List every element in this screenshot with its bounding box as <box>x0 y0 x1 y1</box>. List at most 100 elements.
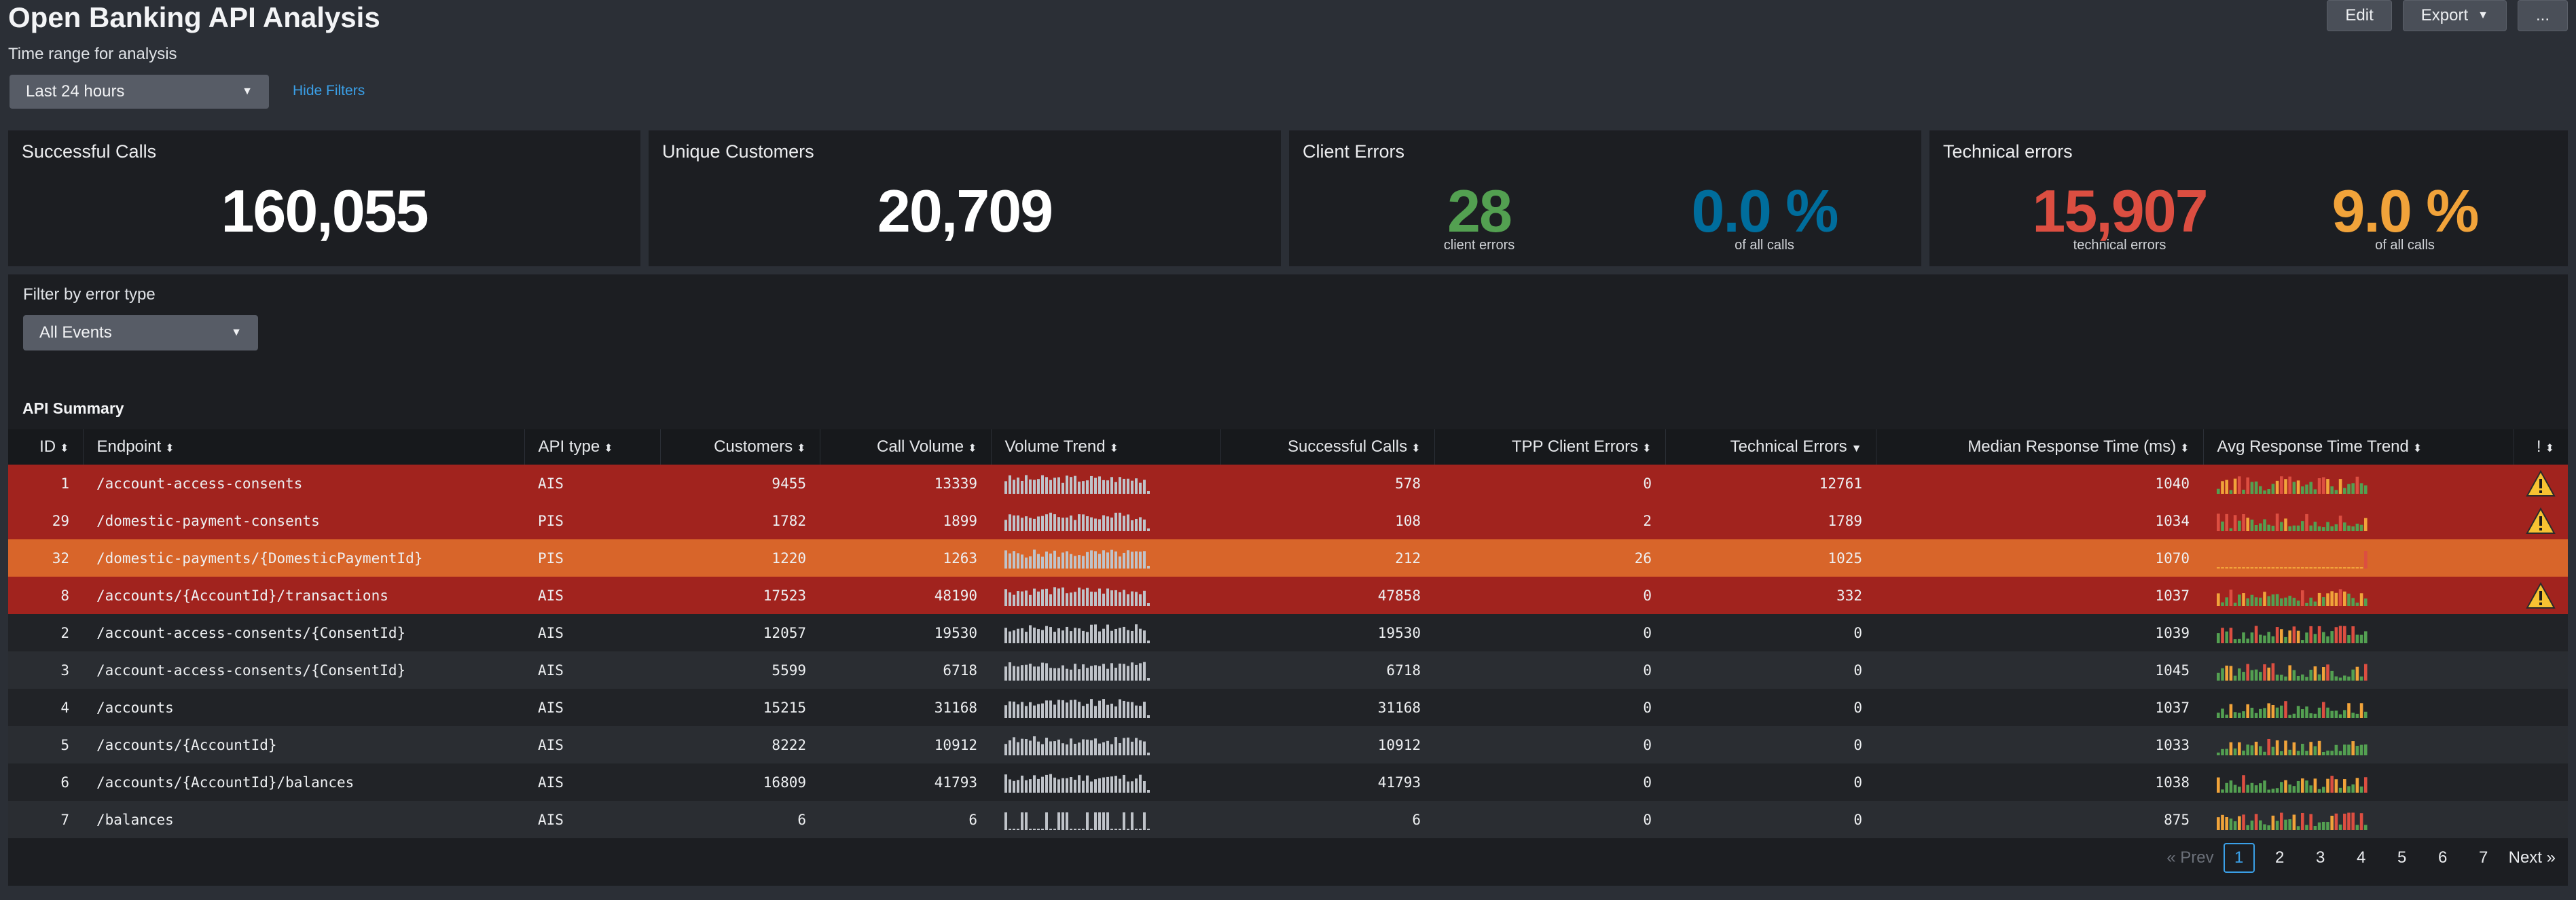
cell-median: 1037 <box>1876 689 2203 726</box>
column-header-7[interactable]: TPP Client Errors ⬍ <box>1434 429 1665 465</box>
page-5-button[interactable]: 5 <box>2397 848 2407 867</box>
column-header-3[interactable]: Customers ⬍ <box>659 429 820 465</box>
sparkline-bar <box>2309 525 2312 531</box>
more-button[interactable]: ... <box>2517 0 2568 31</box>
sparkline-bar <box>1004 480 1007 494</box>
table-row[interactable]: 1/account-access-consents AIS 9455 13339 578… <box>8 465 2568 502</box>
table-row[interactable]: 6/accounts/{AccountId}/balances AIS 16809 4… <box>8 763 2568 801</box>
cell-volume-trend <box>991 763 1220 801</box>
caret-down-icon: ▼ <box>242 86 253 97</box>
sparkline-bar <box>1070 738 1072 755</box>
sparkline-bar <box>2351 712 2355 718</box>
page-1-button[interactable]: 1 <box>2223 843 2255 873</box>
sparkline-bar <box>1004 704 1007 718</box>
sparkline-bar <box>1127 737 1129 755</box>
sparkline-bar <box>2225 714 2228 718</box>
column-header-5[interactable]: Volume Trend ⬍ <box>990 429 1220 465</box>
sparkline-bar <box>2217 566 2220 569</box>
sparkline-bar <box>2275 480 2279 494</box>
sparkline-bar <box>1131 591 1133 606</box>
sparkline-bar <box>1098 475 1101 494</box>
sparkline-bar <box>1127 594 1129 606</box>
hide-filters-link[interactable]: Hide Filters <box>293 83 365 98</box>
sparkline-bar <box>1090 624 1093 643</box>
next-page-button[interactable]: Next » <box>2508 848 2556 867</box>
sparkline-bar <box>1004 627 1007 643</box>
cell-type: AIS <box>524 689 660 726</box>
sparkline-bar <box>1074 520 1076 531</box>
cell-id: 4 <box>8 689 83 726</box>
column-header-4[interactable]: Call Volume ⬍ <box>819 429 991 465</box>
sparkline-bar <box>1045 662 1048 681</box>
column-header-11[interactable]: ! ⬍ <box>2513 429 2568 465</box>
edit-button[interactable]: Edit <box>2327 0 2392 31</box>
sparkline-bar <box>2221 749 2224 755</box>
column-header-10[interactable]: Avg Response Time Trend ⬍ <box>2202 429 2514 465</box>
column-header-0[interactable]: ID ⬍ <box>8 429 83 465</box>
sparkline-bar <box>1057 739 1060 755</box>
sparkline-bar <box>1029 594 1032 606</box>
export-button[interactable]: Export ▼ <box>2402 0 2507 31</box>
sparkline-bar <box>1062 665 1064 681</box>
cell-type: AIS <box>524 651 660 689</box>
cell-endpoint: /balances <box>83 801 524 838</box>
sparkline-bar <box>1147 602 1150 606</box>
sparkline-bar <box>1123 774 1125 793</box>
sparkline-bar <box>2250 482 2254 494</box>
error-type-select[interactable]: All Events ▼ <box>23 315 258 350</box>
sparkline-bar <box>2343 778 2346 793</box>
sparkline-bar <box>1074 699 1076 718</box>
time-range-select[interactable]: Last 24 hours ▼ <box>10 75 269 109</box>
column-header-1[interactable]: Endpoint ⬍ <box>82 429 524 465</box>
sparkline-bar <box>1078 628 1081 643</box>
sparkline-bar <box>1139 551 1142 569</box>
table-row[interactable]: 4/accounts AIS 15215 31168 31168 0 0 1037 <box>8 689 2568 726</box>
sparkline-bar <box>1098 812 1101 830</box>
page-3-button[interactable]: 3 <box>2315 848 2325 867</box>
sparkline-bar <box>2233 748 2237 755</box>
cell-technical: 0 <box>1665 614 1876 651</box>
sparkline-bar <box>1029 778 1032 793</box>
table-row[interactable]: 29/domestic-payment-consents PIS 1782 1899 1… <box>8 502 2568 539</box>
sparkline-bar <box>1139 705 1142 718</box>
column-header-label: ! <box>2536 437 2541 456</box>
column-header-6[interactable]: Successful Calls ⬍ <box>1220 429 1434 465</box>
sparkline-bar <box>1114 628 1117 643</box>
page-7-button[interactable]: 7 <box>2478 848 2488 867</box>
page-2-button[interactable]: 2 <box>2274 848 2285 867</box>
cell-endpoint: /account-access-consents <box>83 465 524 502</box>
sparkline-bar <box>1053 550 1056 569</box>
cell-alert <box>2514 502 2568 539</box>
sparkline-bar <box>1009 475 1011 494</box>
sparkline-bar <box>1110 703 1113 718</box>
sparkline-bar <box>1013 665 1015 681</box>
sparkline-bar <box>1094 738 1097 755</box>
table-row[interactable]: 3/account-access-consents/{ConsentId} AIS… <box>8 651 2568 689</box>
page-6-button[interactable]: 6 <box>2437 848 2448 867</box>
column-header-9[interactable]: Median Response Time (ms) ⬍ <box>1875 429 2203 465</box>
sparkline-bar <box>2326 664 2329 681</box>
sparkline-bar <box>1147 528 1150 531</box>
sort-icon: ▼ <box>1851 443 1862 454</box>
sparkline-bar <box>2259 566 2262 569</box>
table-row[interactable]: 5/accounts/{AccountId} AIS 8222 10912 10912 0… <box>8 726 2568 763</box>
table-row[interactable]: 7/balances AIS 6 6 6 0 0 875 <box>8 801 2568 838</box>
sparkline-bar <box>2229 566 2233 569</box>
table-row[interactable]: 2/account-access-consents/{ConsentId} AIS… <box>8 614 2568 651</box>
cell-successful: 31168 <box>1220 689 1434 726</box>
sparkline-bar <box>1094 705 1097 718</box>
table-row[interactable]: 32/domestic-payments/{DomesticPaymentId}… <box>8 539 2568 577</box>
column-header-2[interactable]: API type ⬍ <box>524 429 660 465</box>
sparkline-bar <box>2267 702 2270 718</box>
page-4-button[interactable]: 4 <box>2356 848 2366 867</box>
sparkline-bar <box>1102 812 1105 830</box>
sparkline-bar <box>1066 812 1068 830</box>
table-row[interactable]: 8/accounts/{AccountId}/transactions AIS 17… <box>8 577 2568 614</box>
sparkline-bar <box>2238 566 2241 569</box>
sparkline-bar <box>1066 592 1068 606</box>
sparkline-bar <box>2242 814 2245 830</box>
sparkline-bar <box>2288 784 2291 793</box>
column-header-8[interactable]: Technical Errors ▼ <box>1665 429 1876 465</box>
prev-page-button[interactable]: « Prev <box>2166 848 2214 867</box>
sparkline-bar <box>2275 674 2279 681</box>
